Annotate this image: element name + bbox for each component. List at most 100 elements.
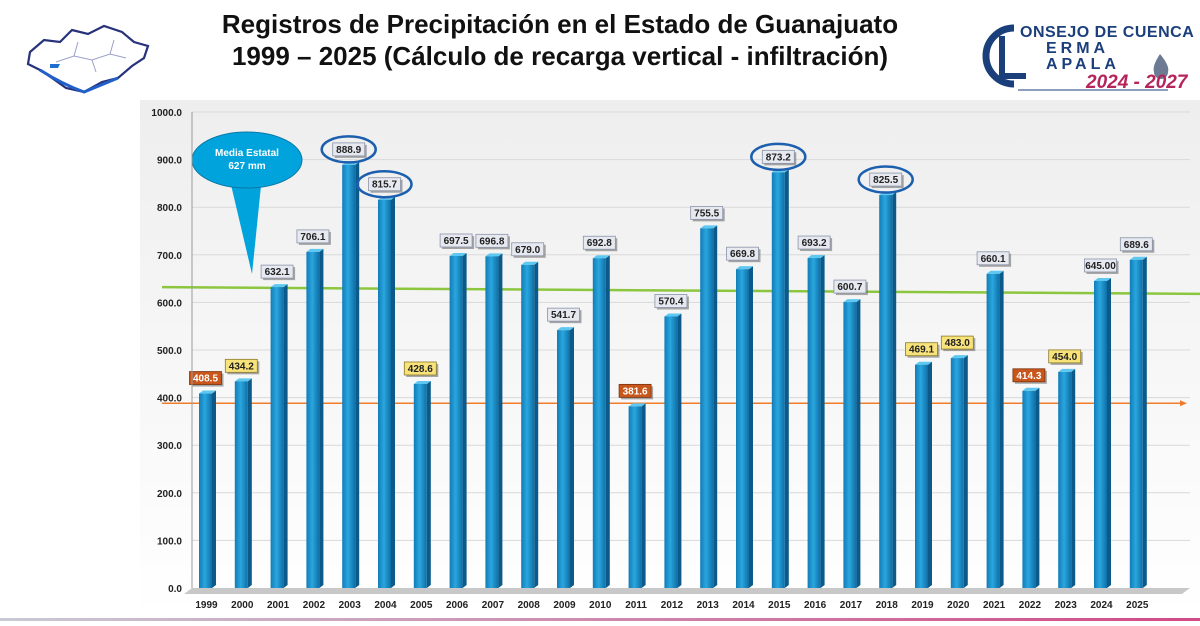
value-label-box: [905, 342, 938, 357]
bar-2008: [521, 264, 535, 588]
guanajuato-map-logo: [26, 24, 150, 94]
value-label: 755.5: [694, 208, 719, 219]
bar-side: [677, 313, 682, 588]
x-tick-label: 2018: [876, 600, 899, 611]
value-label: 570.4: [658, 296, 683, 307]
x-tick-label: 2008: [518, 600, 541, 611]
bar-1999: [199, 393, 212, 588]
value-label: 483.0: [945, 338, 970, 349]
x-tick-label: 2025: [1126, 600, 1149, 611]
consejo-de-cuenca-logo: ONSEJO DE CUENCA ERMA APALA 2024 - 2027: [968, 18, 1194, 98]
value-label-box: [726, 246, 759, 261]
callout-line-2: 627 mm: [228, 161, 265, 172]
y-tick-label: 300.0: [157, 441, 182, 452]
logo-years: 2024 - 2027: [1086, 72, 1188, 93]
x-tick-label: 2015: [768, 600, 791, 611]
value-label: 679.0: [515, 245, 540, 256]
x-tick-label: 2010: [589, 600, 612, 611]
bar-top: [413, 380, 431, 384]
y-tick-label: 400.0: [157, 394, 182, 405]
bar-top: [199, 390, 216, 394]
bar-side: [963, 355, 968, 588]
x-tick-label: 2011: [625, 600, 647, 611]
bar-top: [664, 313, 682, 317]
bar-side: [355, 161, 360, 588]
value-label-box: [690, 205, 724, 220]
value-label-box: [654, 294, 688, 308]
bar-side: [749, 266, 753, 588]
y-tick-label: 700.0: [157, 251, 182, 262]
bar-top: [485, 253, 503, 257]
value-label: 697.5: [444, 236, 469, 247]
value-label: 689.6: [1124, 240, 1149, 251]
value-label-box: [368, 177, 401, 192]
chart-svg: 408.5 434.2 632.1 706.1 888.9 815.7 428.6 697.5…: [140, 100, 1200, 616]
bar-side: [498, 253, 503, 589]
bar-2021: [986, 273, 1000, 588]
highlight-circle: [320, 135, 377, 164]
x-tick-label: 2005: [410, 600, 433, 611]
x-tick-label: 2024: [1090, 600, 1113, 611]
bar-2024: [1094, 280, 1107, 588]
bar-top: [950, 355, 968, 359]
value-label: 660.1: [981, 254, 1006, 265]
x-tick-label: 2003: [339, 600, 362, 611]
value-label: 669.8: [730, 249, 755, 260]
value-label-box: [189, 371, 222, 385]
bar-2012: [664, 316, 678, 588]
value-label: 873.2: [766, 152, 791, 163]
x-tick-label: 2017: [840, 600, 863, 611]
y-tick-label: 900.0: [157, 156, 182, 167]
bar-top: [915, 361, 932, 365]
y-tick-label: 100.0: [157, 536, 182, 547]
bar-side: [570, 327, 574, 588]
value-label: 381.6: [623, 386, 648, 397]
value-label-box: [618, 383, 652, 398]
bar-side: [1107, 277, 1111, 588]
bar-top: [807, 255, 825, 259]
bar-2010: [592, 258, 606, 588]
title-line-2: 1999 – 2025 (Cálculo de recarga vertical…: [231, 41, 889, 71]
y-tick-label: 500.0: [157, 346, 182, 357]
value-label: 645.00: [1085, 261, 1116, 272]
value-label-box: [940, 335, 974, 350]
bar-side: [928, 361, 932, 588]
value-label: 706.1: [300, 232, 325, 243]
bar-side: [319, 248, 324, 588]
value-label-box: [260, 264, 294, 279]
bar-top: [234, 378, 252, 382]
bar-side: [820, 255, 825, 588]
bar-2019: [915, 364, 928, 588]
bar-side: [999, 270, 1004, 588]
highlight-circle: [857, 165, 914, 194]
logo-line-1: ONSEJO DE CUENCA: [1020, 24, 1195, 41]
bar-top: [1022, 387, 1040, 391]
logo-line-3: APALA: [1046, 56, 1120, 73]
value-label-box: [296, 229, 330, 244]
value-label-box: [439, 233, 473, 248]
bar-2002: [306, 251, 320, 588]
callout-pointer: [228, 172, 262, 274]
value-label-box: [1119, 237, 1153, 252]
value-label-box: [976, 251, 1010, 266]
x-tick-label: 2004: [374, 600, 397, 611]
bar-2022: [1022, 390, 1036, 588]
y-tick-label: 200.0: [157, 489, 182, 500]
callout-line-1: Media Estatal: [215, 148, 279, 159]
value-label: 825.5: [873, 175, 898, 186]
value-label: 469.1: [909, 345, 934, 356]
value-label: 632.1: [265, 267, 290, 278]
bar-2007: [485, 256, 499, 588]
bar-side: [856, 299, 861, 588]
bar-2001: [270, 287, 284, 588]
value-label-box: [797, 235, 831, 250]
threshold-arrow: [1180, 400, 1187, 407]
cl-monogram-icon: [982, 24, 1169, 91]
bar-side: [1071, 368, 1076, 588]
x-tick-label: 2007: [482, 600, 505, 611]
bar-2018: [879, 195, 893, 588]
bar-top: [449, 252, 467, 256]
bar-top: [270, 284, 288, 288]
bar-2005: [413, 383, 427, 588]
bar-2000: [234, 381, 248, 588]
